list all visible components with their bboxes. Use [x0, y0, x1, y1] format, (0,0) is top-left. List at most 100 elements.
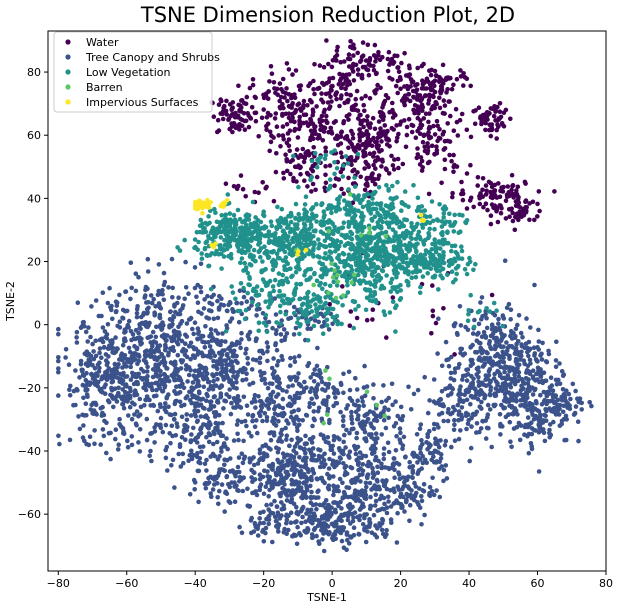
data-point — [237, 524, 242, 530]
data-point — [369, 143, 375, 149]
data-point — [146, 335, 152, 340]
data-point — [133, 421, 139, 427]
data-point — [521, 397, 526, 403]
data-point — [271, 248, 277, 254]
data-point — [340, 284, 345, 289]
data-point — [279, 413, 284, 418]
data-point — [406, 63, 412, 68]
data-point — [262, 411, 268, 416]
data-point — [298, 468, 304, 474]
data-point — [420, 78, 425, 83]
data-point — [364, 317, 370, 323]
data-point — [538, 392, 543, 398]
data-point — [359, 76, 365, 81]
data-point — [355, 108, 361, 113]
data-point — [526, 422, 531, 427]
data-point — [188, 356, 193, 362]
data-point — [510, 345, 516, 350]
data-point — [427, 124, 432, 130]
data-point — [492, 182, 498, 188]
data-point — [77, 375, 82, 380]
data-point — [353, 498, 359, 504]
data-point — [153, 368, 159, 374]
data-point — [289, 477, 295, 483]
data-point — [391, 127, 397, 132]
data-point — [474, 366, 480, 372]
data-point — [229, 124, 235, 129]
data-point — [427, 111, 432, 116]
data-point — [499, 354, 505, 360]
data-point — [194, 229, 200, 235]
data-point — [325, 120, 330, 126]
data-point — [339, 85, 344, 91]
data-point — [350, 107, 355, 112]
data-point — [461, 83, 466, 88]
data-point — [220, 420, 225, 426]
data-point — [264, 340, 270, 345]
data-point — [253, 118, 259, 124]
data-point — [287, 251, 292, 257]
data-point — [303, 433, 308, 439]
data-point — [349, 420, 355, 426]
data-point — [531, 376, 536, 381]
data-point — [285, 463, 291, 468]
data-point — [280, 113, 285, 118]
data-point — [479, 390, 485, 395]
data-point — [269, 133, 274, 138]
data-point — [386, 415, 391, 421]
data-point — [539, 402, 545, 407]
data-point — [482, 362, 487, 368]
data-point — [338, 130, 344, 135]
data-point — [419, 438, 424, 443]
data-point — [236, 437, 241, 443]
data-point — [288, 453, 294, 458]
data-point — [393, 448, 399, 453]
data-point — [311, 78, 316, 84]
data-point — [237, 122, 242, 127]
data-point — [503, 384, 508, 390]
data-point — [468, 162, 473, 168]
data-point — [224, 436, 229, 441]
data-point — [367, 58, 373, 63]
data-point — [195, 468, 201, 474]
data-point — [418, 122, 424, 127]
data-point — [78, 358, 84, 364]
data-point — [454, 76, 460, 82]
data-point — [249, 231, 254, 237]
data-point — [438, 90, 444, 96]
data-point — [413, 135, 419, 140]
data-point — [236, 102, 241, 108]
data-point — [381, 456, 387, 462]
data-point — [288, 219, 294, 225]
data-point — [463, 373, 468, 378]
data-point — [91, 356, 97, 362]
data-point — [238, 173, 244, 178]
data-point — [311, 401, 317, 407]
data-point — [481, 333, 487, 339]
data-point — [148, 351, 154, 357]
data-point — [528, 325, 533, 330]
data-point — [468, 134, 474, 140]
data-point — [139, 366, 144, 372]
data-point — [293, 216, 298, 221]
data-point — [380, 516, 385, 522]
data-point — [323, 91, 329, 97]
data-point — [375, 470, 381, 476]
data-point — [231, 121, 237, 126]
data-point — [478, 114, 483, 119]
data-point — [341, 439, 347, 445]
data-point — [437, 136, 443, 141]
data-point — [467, 198, 473, 203]
data-point — [105, 376, 110, 382]
data-point — [484, 188, 489, 194]
data-point — [227, 211, 233, 216]
data-point — [241, 230, 247, 236]
data-point — [323, 402, 329, 408]
data-point — [302, 446, 308, 452]
data-point — [552, 406, 558, 412]
data-point — [281, 170, 286, 176]
data-point — [423, 111, 429, 117]
data-point — [280, 388, 285, 393]
data-point — [105, 322, 111, 327]
data-point — [381, 129, 387, 134]
